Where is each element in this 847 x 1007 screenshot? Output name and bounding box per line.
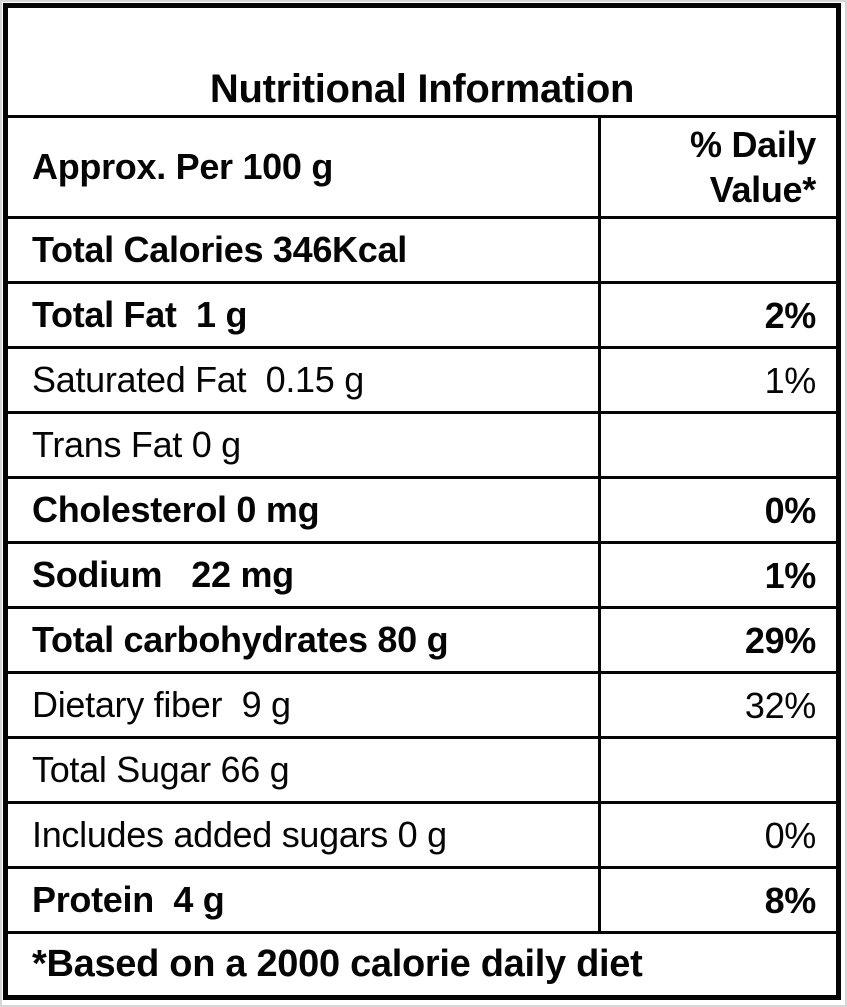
row-added-sugars: Includes added sugars 0 g 0% xyxy=(8,804,836,869)
row-total-carbohydrates: Total carbohydrates 80 g 29% xyxy=(8,609,836,674)
row-label: Saturated Fat 0.15 g xyxy=(8,349,601,411)
row-value: 1% xyxy=(764,554,817,596)
row-total-calories: Total Calories 346Kcal xyxy=(8,219,836,284)
row-label: Total Sugar 66 g xyxy=(8,739,601,801)
row-total-sugar: Total Sugar 66 g xyxy=(8,739,836,804)
row-value: 0% xyxy=(764,814,817,856)
nutrition-table: Nutritional Information Approx. Per 100 … xyxy=(3,3,841,1000)
row-label: Trans Fat 0 g xyxy=(8,414,601,476)
row-label: Protein 4 g xyxy=(8,869,601,931)
header-serving-size: Approx. Per 100 g xyxy=(8,118,601,216)
table-title: Nutritional Information xyxy=(209,67,635,111)
row-value: 32% xyxy=(744,684,816,726)
row-label: Sodium 22 mg xyxy=(8,544,601,606)
row-total-fat: Total Fat 1 g 2% xyxy=(8,284,836,349)
row-label: Dietary fiber 9 g xyxy=(8,674,601,736)
row-label: Total carbohydrates 80 g xyxy=(8,609,601,671)
row-cholesterol: Cholesterol 0 mg 0% xyxy=(8,479,836,544)
footnote-text: *Based on a 2000 calorie daily diet xyxy=(32,943,643,985)
row-label: Includes added sugars 0 g xyxy=(8,804,601,866)
row-value: 29% xyxy=(744,619,816,661)
row-value: 2% xyxy=(764,294,817,336)
row-value: 1% xyxy=(764,359,817,401)
row-label: Total Calories 346Kcal xyxy=(8,219,601,281)
row-value xyxy=(601,414,836,476)
row-label: Cholesterol 0 mg xyxy=(8,479,601,541)
row-dietary-fiber: Dietary fiber 9 g 32% xyxy=(8,674,836,739)
row-protein: Protein 4 g 8% xyxy=(8,869,836,934)
table-title-row: Nutritional Information xyxy=(8,8,836,118)
row-saturated-fat: Saturated Fat 0.15 g 1% xyxy=(8,349,836,414)
row-label: Total Fat 1 g xyxy=(8,284,601,346)
row-value xyxy=(601,739,836,801)
row-value xyxy=(601,219,836,281)
row-value: 8% xyxy=(764,879,817,921)
row-value: 0% xyxy=(764,489,817,531)
header-daily-value: % Daily Value* xyxy=(690,124,826,210)
footnote-row: *Based on a 2000 calorie daily diet xyxy=(8,934,836,995)
row-sodium: Sodium 22 mg 1% xyxy=(8,544,836,609)
table-header-row: Approx. Per 100 g % Daily Value* xyxy=(8,118,836,219)
row-trans-fat: Trans Fat 0 g xyxy=(8,414,836,479)
